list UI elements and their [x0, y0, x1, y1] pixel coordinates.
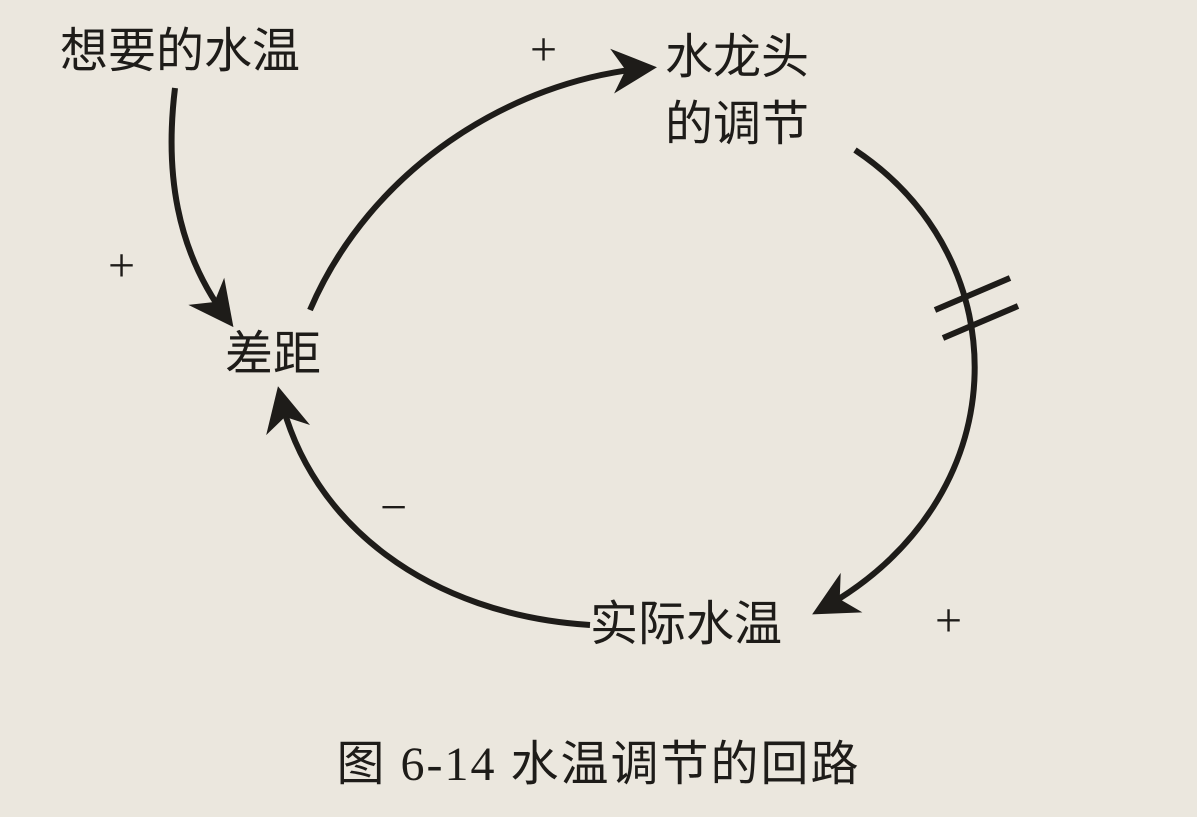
sign-plus-desired-gap: + [108, 238, 135, 293]
edge-desired-to-gap [172, 88, 228, 320]
node-actual-temp: 实际水温 [590, 595, 782, 655]
edge-gap-to-faucet [310, 68, 648, 310]
delay-mark-2 [943, 306, 1018, 338]
node-faucet-line1: 水龙头 [665, 28, 809, 88]
delay-mark-1 [935, 278, 1010, 310]
sign-plus-gap-faucet: + [530, 22, 557, 77]
diagram-stage: 想要的水温 水龙头 的调节 差距 实际水温 + + + − 图 6-14 水温调… [0, 0, 1197, 817]
node-gap: 差距 [225, 325, 321, 385]
edge-actual-to-gap [280, 395, 590, 625]
node-desired-temp: 想要的水温 [60, 22, 300, 82]
edges-svg [0, 0, 1197, 817]
figure-caption: 图 6-14 水温调节的回路 [0, 735, 1197, 795]
sign-plus-faucet-actual: + [935, 593, 962, 648]
node-faucet-line2: 的调节 [665, 95, 809, 155]
edge-faucet-to-actual [820, 150, 975, 610]
sign-minus-actual-gap: − [380, 480, 407, 535]
